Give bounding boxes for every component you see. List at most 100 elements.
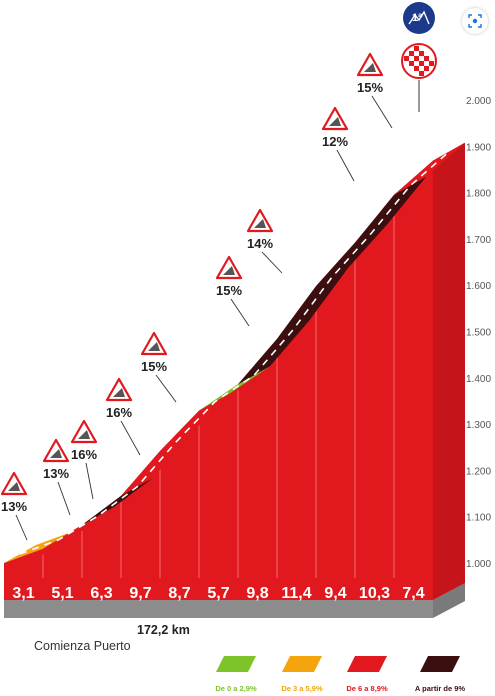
segment-label: 10,3: [359, 585, 390, 602]
flag-square: [424, 61, 429, 66]
flag-square: [424, 56, 429, 61]
legend-item: De 0 a 2,9%: [215, 656, 257, 693]
start-label: Comienza Puerto: [34, 639, 131, 653]
marker-leader-line: [120, 420, 141, 456]
flag-square: [429, 61, 434, 66]
profile-body: [4, 142, 465, 600]
flag-square: [419, 56, 424, 61]
flag-square: [424, 51, 429, 56]
slope-icon: [50, 449, 62, 458]
legend-item: De 3 a 5,9%: [281, 656, 323, 693]
flag-square: [404, 61, 409, 66]
slope-icon: [78, 430, 90, 439]
y-tick-label: 1.000: [466, 559, 491, 570]
start-km: 172,2 km: [137, 623, 190, 637]
gradient-band: [394, 142, 465, 195]
y-tick-label: 2.000: [466, 96, 491, 107]
slope-icon: [113, 388, 125, 397]
legend-swatch: [420, 656, 460, 672]
category-badge: 1ª: [403, 2, 435, 34]
segment-label: 11,4: [281, 585, 311, 602]
segment-labels: 3,1 5,1 6,3 9,7 8,7 5,7 9,8 11,4 9,4 10,3 7,4: [12, 585, 424, 602]
gradient-marker: 13%: [42, 438, 71, 516]
flag-square: [419, 61, 424, 66]
badge-circle: [403, 2, 435, 34]
marker-leader-line: [336, 149, 355, 182]
slope-icon: [254, 219, 266, 228]
flag-square: [409, 56, 414, 61]
flag-square: [414, 56, 419, 61]
gradient-band: [316, 224, 387, 287]
y-tick-label: 1.100: [466, 513, 491, 524]
gradient-band: [4, 530, 75, 563]
segment-label: 3,1: [12, 585, 34, 602]
legend-label: De 0 a 2,9%: [215, 684, 257, 693]
gradient-marker: 15%: [215, 255, 250, 327]
warning-triangle-icon: [42, 438, 70, 463]
y-tick-label: 1.300: [466, 420, 491, 431]
y-axis-ticks: 2.000 1.900 1.800 1.700 1.600 1.500 1.400 1.300…: [466, 96, 491, 570]
flag-square: [419, 71, 424, 76]
segment-label: 9,4: [324, 585, 346, 602]
marker-leader-line: [371, 95, 393, 129]
warning-triangle-icon: [70, 419, 98, 444]
legend-swatch: [347, 656, 387, 672]
visual-search-button[interactable]: [462, 8, 488, 34]
legend-swatch: [282, 656, 322, 672]
gradient-marker: 13%: [0, 471, 28, 541]
marker-leader-line: [15, 514, 28, 541]
slope-icon: [364, 63, 376, 72]
flag-square: [404, 56, 409, 61]
slope-icon: [329, 117, 341, 126]
segment-label: 9,8: [246, 585, 268, 602]
warning-triangle-icon: [140, 331, 168, 356]
segment-label: 5,7: [207, 585, 229, 602]
checkered-flag-icon: [401, 43, 437, 79]
gradient-label: 15%: [216, 283, 242, 298]
gradient-marker: 16%: [70, 419, 98, 500]
marker-leader-line: [85, 462, 94, 500]
flag-square: [414, 71, 419, 76]
gradient-marker: 16%: [105, 377, 141, 456]
flag-square: [419, 46, 424, 51]
y-tick-label: 1.900: [466, 142, 491, 153]
gradient-marker: 12%: [321, 106, 355, 182]
warning-triangle-icon: [321, 106, 349, 131]
y-tick-label: 1.200: [466, 466, 491, 477]
flag-square: [424, 66, 429, 71]
gradient-markers: 13%13%16%16%15%15%14%12%15%: [0, 52, 393, 541]
profile-side-wall: [433, 142, 465, 600]
gradient-label: 13%: [43, 466, 69, 481]
segment-label: 9,7: [129, 585, 151, 602]
legend-item: De 6 a 8,9%: [346, 656, 388, 693]
warning-triangle-icon: [356, 52, 384, 77]
legend-label: A partir de 9%: [415, 684, 465, 693]
warning-triangle-icon: [246, 208, 274, 233]
category-label: 1ª: [412, 12, 423, 24]
marker-leader-line: [230, 298, 250, 327]
gradient-marker: 14%: [246, 208, 283, 274]
y-tick-label: 1.800: [466, 189, 491, 200]
gradient-label: 13%: [1, 499, 27, 514]
legend-label: De 6 a 8,9%: [346, 684, 388, 693]
gradient-marker: 15%: [356, 52, 393, 129]
gradient-band: [82, 477, 153, 526]
gradient-band: [121, 432, 192, 496]
gradient-label: 16%: [106, 405, 132, 420]
gradient-label: 12%: [322, 134, 348, 149]
base-slab-front: [4, 600, 433, 618]
flag-square: [409, 61, 414, 66]
lens-scan-icon: [468, 14, 482, 28]
legend-label: De 3 a 5,9%: [281, 684, 323, 693]
warning-triangle-icon: [215, 255, 243, 280]
gradient-label: 15%: [357, 80, 383, 95]
mountain-icon: [408, 10, 430, 25]
start-label-group: Comienza Puerto 172,2 km: [34, 623, 190, 653]
slope-icon: [223, 266, 235, 275]
profile-top-bands: [4, 142, 465, 563]
gradient-label: 14%: [247, 236, 273, 251]
flag-square: [414, 46, 419, 51]
flag-square: [414, 61, 419, 66]
y-tick-label: 1.400: [466, 374, 491, 385]
